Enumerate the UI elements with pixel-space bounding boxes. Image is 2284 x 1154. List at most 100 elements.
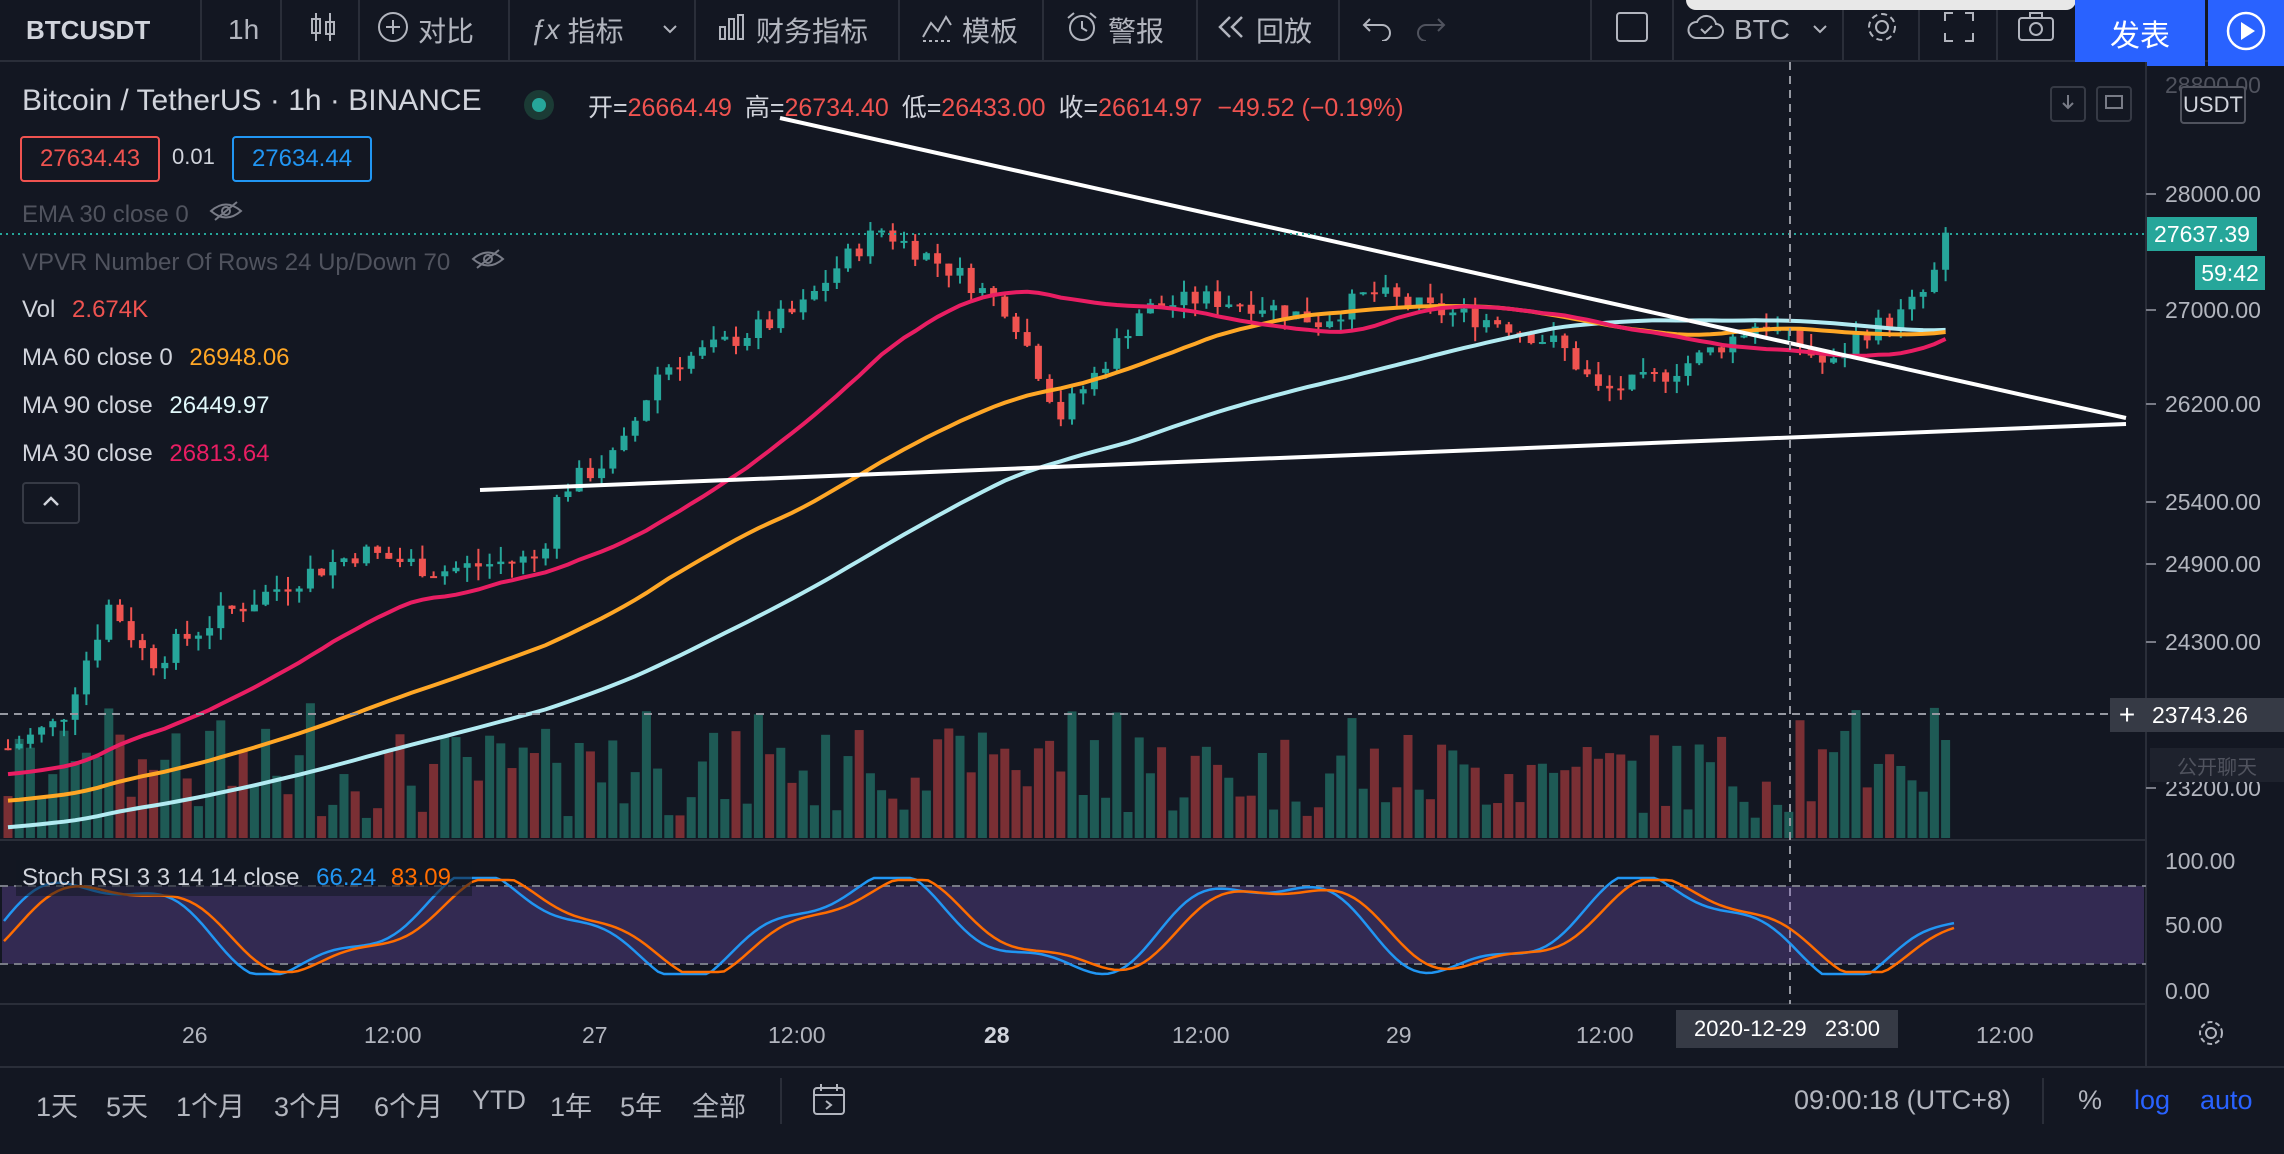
compare-button[interactable]: 对比 (376, 0, 474, 60)
play-button[interactable] (2208, 0, 2284, 66)
candle-body (206, 628, 214, 636)
indicators-dropdown[interactable] (660, 0, 680, 60)
symbol-search[interactable]: BTCUSDT (26, 14, 151, 45)
time-axis-settings-button[interactable] (2196, 1018, 2226, 1053)
collapse-legend-button[interactable] (22, 482, 80, 524)
ma30-legend[interactable]: MA 30 close 26813.64 (22, 440, 270, 468)
log-toggle[interactable]: log (2134, 1085, 2171, 1115)
volume-bar (1067, 711, 1077, 838)
toolbar-divider (1338, 0, 1340, 60)
indicators-button[interactable]: ƒx 指标 (530, 0, 624, 60)
candle-body (60, 719, 68, 722)
trendline-support[interactable] (479, 422, 2127, 492)
replay-button[interactable]: 回放 (1216, 0, 1312, 60)
volume-bar (1358, 788, 1368, 838)
range-1y[interactable]: 1年 (550, 1092, 593, 1122)
candle-body (1628, 374, 1636, 390)
clock-timezone[interactable]: 09:00:18 (UTC+8) (1794, 1085, 2011, 1115)
maximize-pane-button[interactable] (2096, 86, 2132, 122)
ema-legend[interactable]: EMA 30 close 0 (22, 200, 243, 229)
candle-body (362, 546, 370, 564)
volume-bar (1056, 771, 1066, 838)
volume-bar (955, 735, 965, 838)
trendline-resistance[interactable] (779, 116, 2127, 420)
range-6m[interactable]: 6个月 (374, 1092, 444, 1122)
volume-bar (1179, 797, 1189, 838)
volume-bar (1571, 766, 1581, 838)
ma90-legend[interactable]: MA 90 close 26449.97 (22, 392, 270, 420)
currency-button[interactable]: USDT (2180, 86, 2246, 124)
vpvr-legend[interactable]: VPVR Number Of Rows 24 Up/Down 70 (22, 248, 505, 277)
range-ytd[interactable]: YTD (472, 1085, 526, 1115)
volume-bar (1504, 774, 1514, 838)
candle-body (1639, 372, 1647, 375)
stoch-d-value: 83.09 (390, 864, 451, 891)
alert-button[interactable]: 警报 (1064, 0, 1164, 60)
undo-button[interactable] (1360, 0, 1394, 60)
time-label: 12:00 (1172, 1022, 1230, 1048)
redo-button[interactable] (1414, 0, 1448, 60)
candle-body (553, 497, 561, 549)
public-chat-tab[interactable]: 公开聊天 (2150, 748, 2284, 782)
save-dropdown[interactable] (1810, 0, 1830, 60)
plus-icon[interactable]: + (2118, 699, 2136, 730)
candlesticks (4, 222, 1950, 751)
volume-bar (798, 770, 808, 838)
candle-body (1908, 296, 1916, 310)
volume-bar (1045, 740, 1055, 838)
interval-button[interactable]: 1h (228, 14, 260, 45)
vol-legend[interactable]: Vol 2.674K (22, 296, 148, 324)
volume-bar (910, 777, 920, 838)
eye-off-icon[interactable] (471, 249, 505, 276)
range-5y[interactable]: 5年 (620, 1092, 663, 1122)
range-3m[interactable]: 3个月 (274, 1092, 344, 1122)
range-all[interactable]: 全部 (692, 1092, 746, 1122)
volume-bar (272, 775, 282, 838)
candle-body (788, 308, 796, 313)
range-1d[interactable]: 1天 (36, 1092, 79, 1122)
volume-bar (1168, 810, 1178, 838)
layout-button[interactable] (1614, 0, 1650, 60)
publish-button[interactable]: 发表 (2075, 0, 2205, 66)
stoch-legend[interactable]: Stoch RSI 3 3 14 14 close 66.24 83.09 (22, 864, 451, 892)
range-5d[interactable]: 5天 (106, 1092, 149, 1122)
volume-bar (1313, 807, 1323, 838)
fullscreen-button[interactable] (1942, 0, 1976, 60)
chart-type-button[interactable] (306, 0, 340, 60)
volume-bar (1806, 801, 1816, 838)
candle-body (1919, 291, 1927, 297)
snapshot-button[interactable] (2016, 0, 2056, 60)
candle-body (452, 567, 460, 572)
buy-button[interactable]: 27634.44 (232, 136, 372, 182)
templates-button[interactable]: 模板 (920, 0, 1018, 60)
range-1m[interactable]: 1个月 (176, 1092, 246, 1122)
candle-body (239, 608, 247, 612)
rsi-axis-label: 100.00 (2165, 848, 2236, 874)
auto-toggle[interactable]: auto (2200, 1085, 2253, 1115)
candle-body (4, 748, 12, 751)
sell-button[interactable]: 27634.43 (20, 136, 160, 182)
volume-bar (641, 711, 651, 838)
date-range-button[interactable] (810, 1082, 850, 1123)
candle-body (1068, 393, 1076, 420)
candle-body (228, 605, 236, 609)
stoch-k-line (3, 876, 1955, 976)
volume-bar (1907, 780, 1917, 838)
ma60-legend[interactable]: MA 60 close 0 26948.06 (22, 344, 290, 372)
volume-bar (1022, 786, 1032, 838)
volume-bar (787, 782, 797, 838)
percent-toggle[interactable]: % (2078, 1085, 2103, 1115)
scroll-down-button[interactable] (2050, 86, 2086, 122)
candle-body (1191, 291, 1199, 304)
candle-body (810, 290, 818, 300)
settings-button[interactable] (1864, 0, 1900, 60)
volume-bar (1885, 754, 1895, 838)
candle-body (1796, 328, 1804, 347)
financials-button[interactable]: 财务指标 (716, 0, 868, 60)
volume-bar (1000, 748, 1010, 838)
cloud-save-button[interactable]: BTC (1686, 0, 1790, 60)
time-label: 12:00 (768, 1022, 826, 1048)
eye-off-icon[interactable] (209, 201, 243, 228)
volume-bar (664, 815, 674, 838)
